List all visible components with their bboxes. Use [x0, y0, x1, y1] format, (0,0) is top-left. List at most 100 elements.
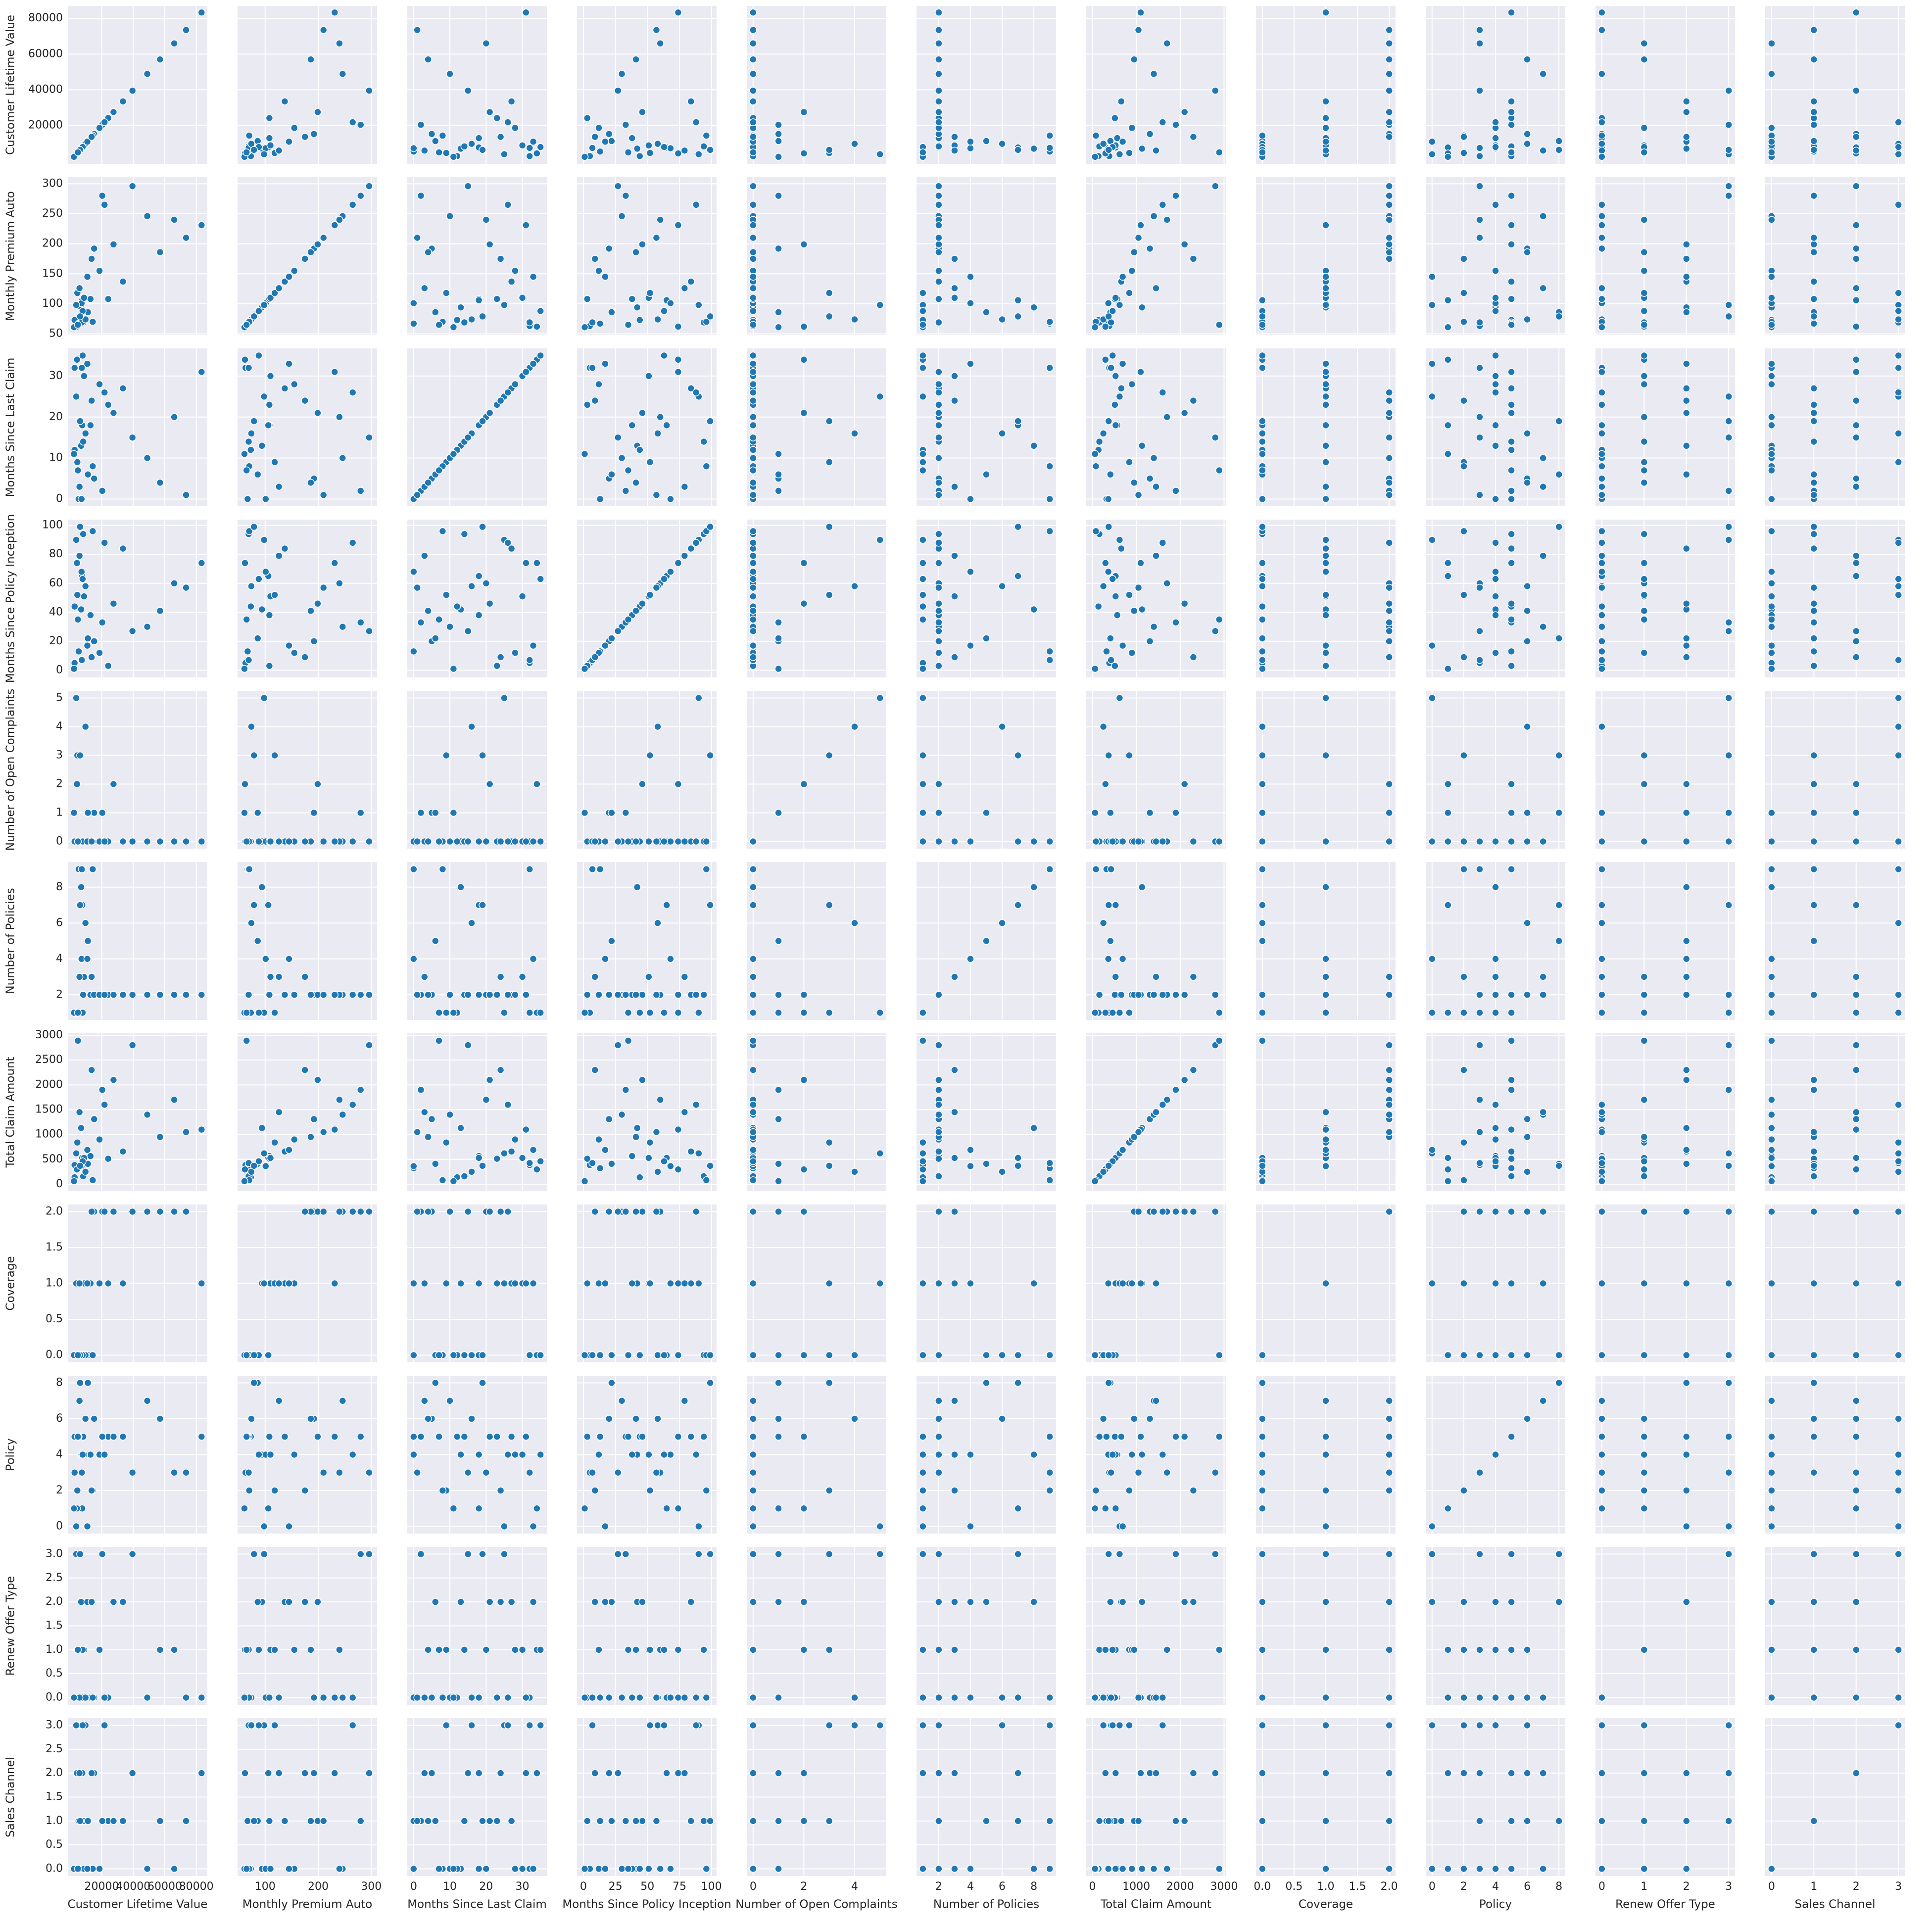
scatter-point	[634, 1125, 641, 1132]
scatter-point	[486, 600, 493, 607]
scatter-point	[537, 838, 544, 845]
scatter-point	[1322, 115, 1329, 122]
panel-background	[747, 520, 886, 677]
panel	[1595, 691, 1735, 849]
panel	[1765, 6, 1905, 164]
scatter-point	[533, 781, 540, 788]
scatter-point	[681, 1109, 688, 1116]
scatter-point	[935, 143, 942, 150]
scatter-point	[1683, 545, 1690, 552]
scatter-point	[1386, 1451, 1393, 1458]
scatter-point	[286, 1523, 292, 1530]
scatter-point	[775, 1178, 782, 1185]
scatter-point	[245, 657, 252, 664]
scatter-point	[476, 1451, 483, 1458]
panel	[917, 691, 1056, 849]
scatter-point	[1641, 1469, 1647, 1476]
scatter-point	[276, 483, 283, 490]
scatter-point	[171, 1469, 178, 1476]
scatter-point	[1555, 146, 1562, 153]
scatter-point	[851, 583, 858, 590]
scatter-point	[526, 144, 533, 151]
scatter-point	[919, 603, 926, 610]
scatter-point	[1641, 289, 1647, 296]
scatter-point	[81, 294, 88, 301]
scatter-point	[497, 397, 504, 404]
scatter-point	[1768, 1125, 1775, 1132]
scatter-point	[307, 1134, 314, 1141]
scatter-point	[951, 973, 958, 980]
scatter-point	[1216, 1352, 1223, 1359]
scatter-point	[446, 624, 453, 630]
scatter-point	[1768, 568, 1775, 575]
scatter-point	[1159, 389, 1166, 396]
scatter-point	[951, 1646, 958, 1653]
scatter-point	[262, 1163, 269, 1170]
scatter-point	[1159, 119, 1166, 126]
panel	[577, 1033, 717, 1191]
scatter-point	[1322, 884, 1329, 891]
scatter-point	[1683, 1076, 1690, 1083]
scatter-point	[667, 300, 674, 307]
scatter-point	[826, 418, 833, 425]
scatter-point	[1810, 838, 1817, 845]
scatter-point	[675, 560, 681, 567]
scatter-point	[750, 552, 757, 559]
scatter-point	[876, 1523, 883, 1530]
scatter-point	[349, 991, 356, 998]
scatter-point	[1476, 1469, 1483, 1476]
panel	[1426, 691, 1565, 849]
scatter-point	[1768, 1469, 1775, 1476]
scatter-point	[1139, 442, 1146, 449]
scatter-point	[1100, 919, 1107, 926]
scatter-point	[851, 1352, 858, 1359]
scatter-point	[1598, 866, 1605, 873]
scatter-point	[597, 1694, 604, 1701]
scatter-point	[74, 1433, 81, 1440]
scatter-point	[77, 1162, 84, 1169]
scatter-point	[1853, 323, 1860, 330]
scatter-point	[1853, 87, 1860, 94]
scatter-point	[1259, 1505, 1266, 1512]
scatter-point	[1259, 665, 1266, 672]
scatter-point	[1111, 991, 1118, 998]
scatter-point	[606, 1116, 613, 1123]
scatter-point	[919, 459, 926, 466]
scatter-point	[1895, 316, 1902, 323]
scatter-point	[479, 524, 486, 530]
scatter-point	[267, 142, 274, 149]
scatter-point	[446, 213, 453, 220]
scatter-point	[1093, 463, 1100, 470]
panel-background	[747, 691, 886, 849]
scatter-point	[432, 138, 439, 144]
scatter-point	[1429, 393, 1436, 400]
scatter-point	[435, 1433, 442, 1440]
scatter-point	[357, 991, 364, 998]
scatter-point	[73, 536, 80, 543]
scatter-point	[707, 524, 714, 530]
scatter-point	[1508, 321, 1515, 328]
scatter-point	[1641, 459, 1647, 466]
scatter-point	[1810, 1469, 1817, 1476]
scatter-point	[1895, 1150, 1902, 1157]
panel	[747, 1033, 886, 1191]
scatter-point	[1555, 1162, 1562, 1169]
scatter-point	[1181, 600, 1188, 607]
scatter-point	[935, 422, 942, 429]
scatter-point	[1492, 1158, 1499, 1165]
scatter-point	[479, 313, 486, 320]
scatter-point	[1112, 422, 1119, 429]
scatter-point	[366, 838, 373, 845]
scatter-point	[919, 1178, 926, 1185]
scatter-point	[468, 316, 475, 323]
scatter-point	[800, 1505, 807, 1512]
scatter-point	[504, 119, 511, 126]
scatter-point	[483, 40, 489, 47]
scatter-point	[414, 235, 421, 241]
scatter-point	[1131, 249, 1138, 256]
scatter-point	[1386, 1415, 1393, 1422]
scatter-point	[74, 591, 81, 598]
panel-background	[1595, 691, 1735, 849]
scatter-point	[1641, 479, 1647, 486]
scatter-point	[461, 1173, 468, 1180]
